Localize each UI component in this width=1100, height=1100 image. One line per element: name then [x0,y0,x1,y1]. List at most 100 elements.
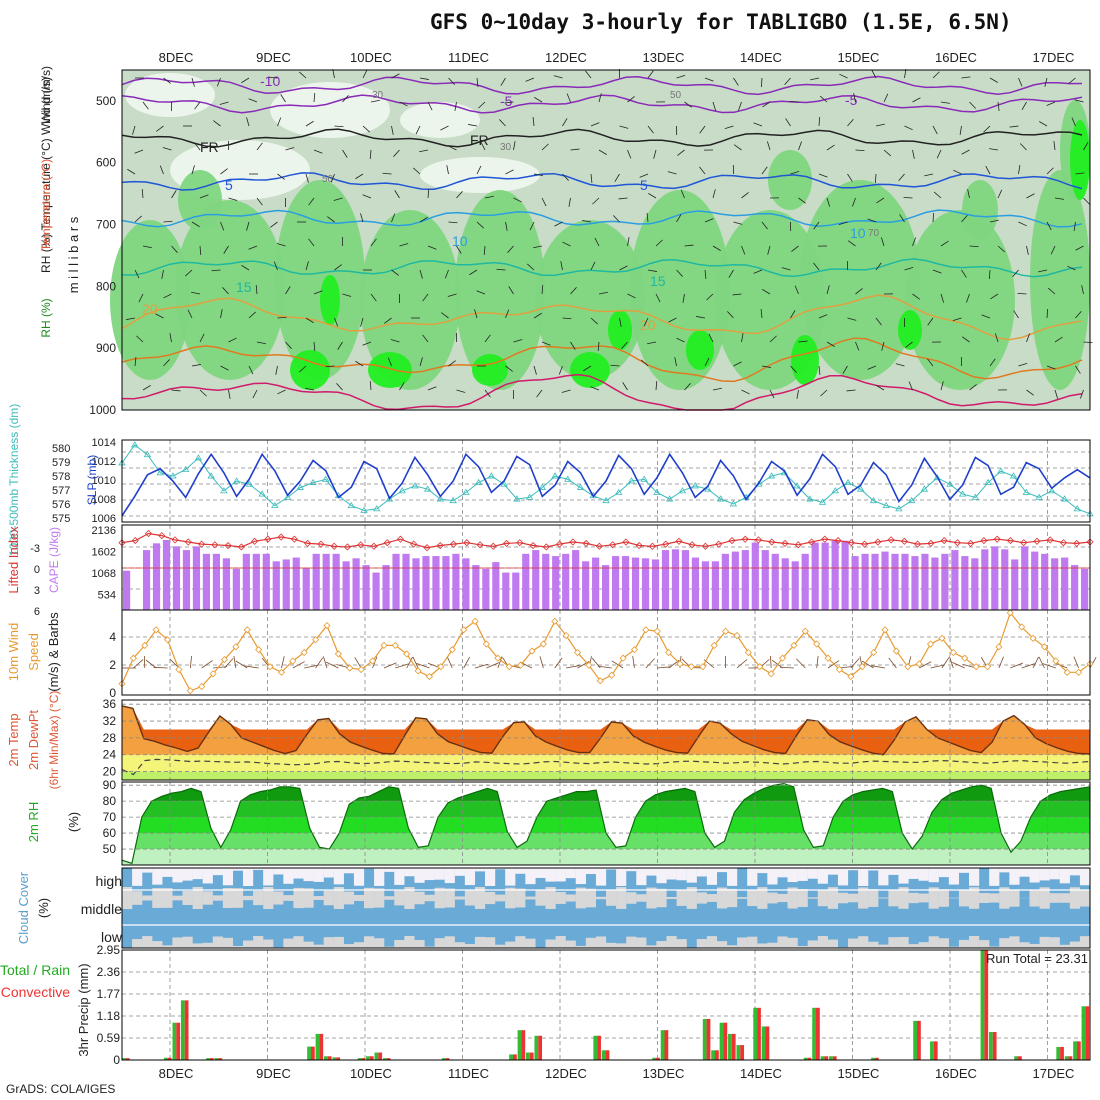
thickness-marker [997,467,1005,474]
cape-bar [751,542,759,610]
wind-barb [513,141,516,151]
wind-barb-10m [554,657,563,669]
cloud-middle [696,892,707,904]
wind-axis-label-1: 10m Wind [6,623,21,682]
thickness-marker [576,483,585,490]
rh-panel-frame [121,781,1091,866]
cloud-high [555,868,566,882]
wind-speed-marker [403,650,411,658]
wind-barb [427,188,430,199]
precip-bar [1064,1056,1069,1060]
cloud-low [495,944,506,948]
cloud-high [636,868,647,886]
thickness-marker [767,472,776,479]
thickness-marker [564,475,572,482]
wind-barb [842,365,848,374]
wind-barb [256,197,263,206]
cloud-low [575,945,586,948]
wind-barb [741,192,749,199]
lifted-index-marker [768,538,776,546]
wind-barb [419,269,423,279]
isotherm-label: 20 [640,317,656,333]
cloud-middle [424,894,435,902]
cape-bar [492,562,500,610]
cloud-middle [797,888,808,908]
isotherm-line [121,258,1083,278]
wind-barb [399,101,408,107]
wind-barb [994,333,999,343]
lifted-index-marker [993,535,1001,543]
cape-bar [1081,568,1089,610]
wind-barb [141,188,144,199]
cape-bar [322,553,330,610]
wind-barb-10m [1073,656,1079,669]
thickness-marker [678,487,687,494]
rh-band [122,833,1090,850]
wind-speed-marker [881,626,889,634]
wind-barb [871,69,877,79]
lifted-index-marker [1006,537,1015,545]
cape-bar [631,557,640,610]
cloud-middle [202,891,213,905]
cloud-high [575,868,586,885]
isotherm-line [121,94,1083,114]
cape-bar [562,553,570,610]
cloud-middle [485,891,496,905]
wind-speed-marker [744,648,752,657]
wind-barb [905,341,913,348]
cloud-middle [253,890,264,906]
wind-barb-10m [796,658,806,669]
wind-barb [159,165,164,175]
cape-bar [172,546,181,610]
lifted-index-marker [887,536,895,544]
tick-label: 32 [103,714,117,728]
wind-barb [246,117,250,127]
date-label-top: 9DEC [256,50,291,65]
wind-barb-10m [779,666,794,669]
wind-barb [583,365,592,372]
cloud-middle [404,887,415,909]
lifted-index-marker [556,540,564,548]
precip-bar [711,1050,716,1060]
wind-speed-marker [289,657,297,665]
temp-hot-area [122,705,1090,755]
rh-patch [962,180,998,240]
precip-bar [441,1058,446,1060]
cloud-low [505,941,516,948]
isotherm-label: 10 [850,225,866,241]
cloud-middle [606,890,617,906]
precip-conv-bar [209,1058,214,1060]
isotherm-label: -5 [845,92,858,108]
wind-barb [399,382,405,391]
cloud-high [464,868,476,886]
wind-barb [704,77,714,82]
cloud-low [1009,936,1020,948]
wind-barb-10m [657,666,672,669]
wind-barb [1021,101,1027,110]
wind-speed-marker [722,627,730,635]
wind-barb [813,262,820,271]
precip-axis-label: 3hr Precip (mm) [76,963,91,1056]
cape-bar [342,561,350,610]
cloud-high [394,868,405,885]
cloud-middle [162,888,173,908]
lifted-index-marker [1073,539,1081,547]
wind-barb [126,317,136,320]
wind-barb [134,149,144,154]
cloud-middle [918,893,929,903]
wind-speed-marker [813,640,821,648]
precip-conv-bar [184,1000,189,1060]
wind-barb [818,314,828,319]
cape-bar [841,540,849,610]
wind-barb [308,238,315,247]
wind-barb [733,144,742,151]
wind-speed-line [121,611,1091,692]
cloud-high [1029,868,1040,883]
cloud-high [243,868,254,886]
wind-barb [655,293,661,303]
cloud-low [1039,936,1050,948]
wind-barb [456,389,466,393]
cloud-low [747,936,758,948]
wind-barb [476,77,479,87]
lifted-index-marker [423,544,431,552]
